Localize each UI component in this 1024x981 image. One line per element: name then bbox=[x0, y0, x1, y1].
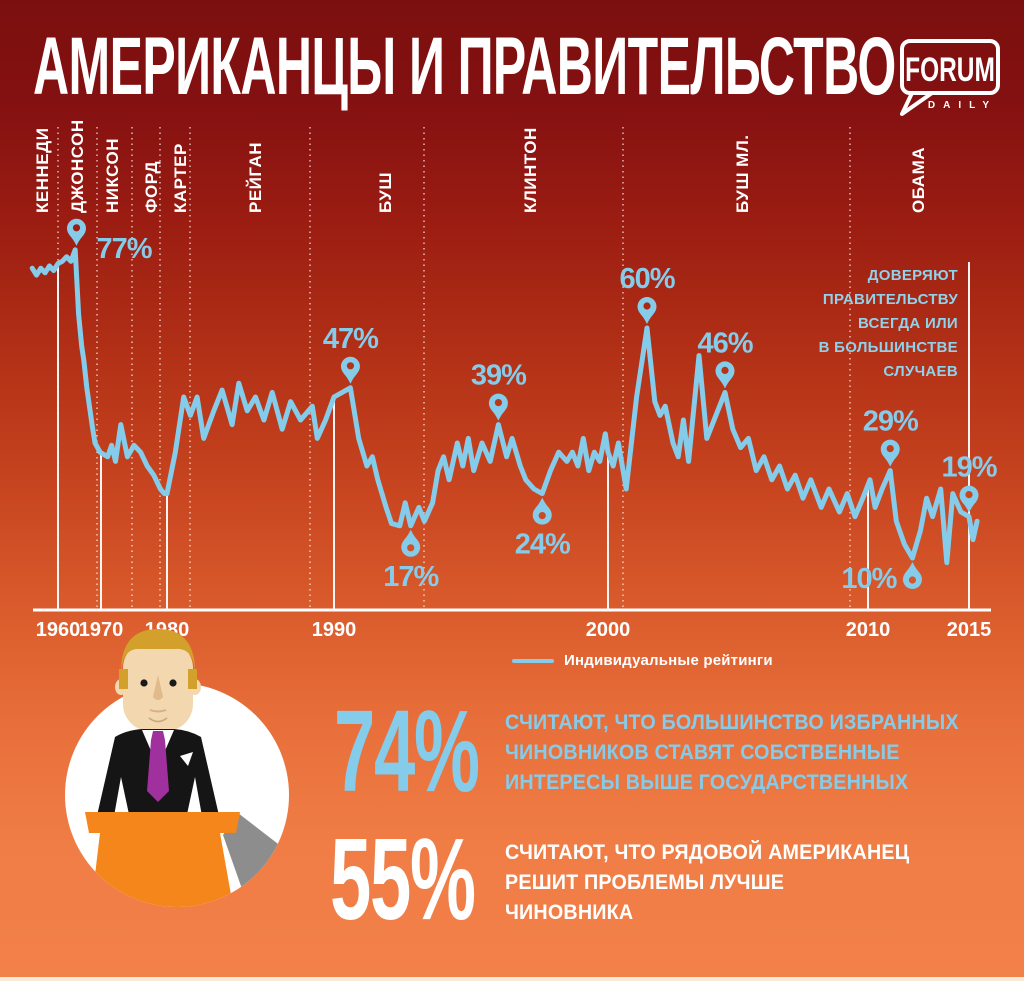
axis-label-1990: 1990 bbox=[312, 619, 357, 641]
callout-label-29%: 29% bbox=[863, 406, 919, 438]
president-label-3: НИКСОН bbox=[103, 138, 122, 213]
legend-label: Индивидуальные рейтинги bbox=[564, 652, 773, 669]
logo-text-forum: FORUM bbox=[905, 51, 995, 89]
nose bbox=[153, 675, 163, 700]
trust-definition-note: ДОВЕРЯЮТ ПРАВИТЕЛЬСТВУ ВСЕГДА ИЛИ В БОЛЬ… bbox=[818, 267, 958, 380]
president-label-9: БУШ МЛ. bbox=[733, 135, 752, 214]
callout-pin-hole-29% bbox=[886, 445, 894, 453]
callout-pin-hole-19% bbox=[965, 491, 973, 499]
stat-74-text: СЧИТАЮТ, ЧТО БОЛЬШИНСТВО ИЗБРАННЫХ ЧИНОВ… bbox=[505, 711, 959, 794]
axis-label-2010: 2010 bbox=[846, 619, 891, 641]
logo-bubble bbox=[900, 39, 1000, 95]
callout-pin-47% bbox=[340, 356, 360, 384]
axis-label-2015: 2015 bbox=[947, 619, 992, 641]
callout-pin-hole-60% bbox=[643, 302, 651, 310]
tie bbox=[147, 740, 169, 802]
line-swatch-icon bbox=[512, 658, 554, 663]
trend-line bbox=[29, 247, 980, 566]
pocket-square bbox=[180, 752, 193, 766]
callout-label-17%: 17% bbox=[383, 561, 439, 593]
president-label-4: ФОРД bbox=[142, 161, 161, 213]
podium-top bbox=[85, 812, 240, 833]
podium-body bbox=[90, 833, 235, 907]
axis-label-2000: 2000 bbox=[586, 619, 631, 641]
president-label-2: ДЖОНСОН bbox=[68, 119, 87, 213]
callout-pin-19% bbox=[959, 485, 979, 513]
callout-label-39%: 39% bbox=[471, 360, 527, 392]
callout-pin-hole-24% bbox=[538, 511, 546, 520]
president-label-8: КЛИНТОН bbox=[521, 127, 540, 213]
callout-label-46%: 46% bbox=[697, 327, 753, 359]
president-label-6: РЕЙГАН bbox=[246, 142, 265, 213]
axis-label-1960: 1960 bbox=[36, 619, 81, 641]
callout-pin-17% bbox=[401, 529, 421, 557]
callout-pin-hole-47% bbox=[346, 362, 355, 370]
callout-pin-hole-46% bbox=[721, 366, 729, 374]
forum-daily-logo: FORUM DAILY bbox=[900, 39, 1000, 116]
axis-label-1970: 1970 bbox=[79, 619, 124, 641]
callout-label-19%: 19% bbox=[941, 452, 997, 484]
callout-label-47%: 47% bbox=[323, 323, 379, 355]
callout-label-24%: 24% bbox=[515, 529, 571, 561]
stat-55-text: СЧИТАЮТ, ЧТО РЯДОВОЙ АМЕРИКАНЕЦ РЕШИТ ПР… bbox=[505, 841, 910, 924]
stat-74-value: 74% bbox=[334, 686, 480, 816]
page-title: АМЕРИКАНЦЫ И ПРАВИТЕЛЬСТВО bbox=[33, 21, 896, 112]
callout-pin-39% bbox=[488, 393, 508, 421]
callout-pin-77% bbox=[66, 218, 86, 246]
callout-pin-60% bbox=[637, 297, 657, 324]
tie bbox=[151, 731, 165, 740]
speaker-illustration bbox=[65, 629, 289, 907]
president-label-7: БУШ bbox=[376, 172, 395, 213]
president-label-10: ОБАМА bbox=[909, 147, 928, 213]
callout-label-10%: 10% bbox=[841, 563, 897, 595]
president-label-5: КАРТЕР bbox=[171, 143, 190, 213]
president-label-1: КЕННЕДИ bbox=[33, 128, 52, 213]
stat-55-value: 55% bbox=[330, 814, 476, 944]
callout-pin-10% bbox=[902, 562, 922, 589]
callout-pin-24% bbox=[532, 497, 552, 525]
hair bbox=[120, 629, 196, 677]
image-bottom-border bbox=[0, 977, 1024, 981]
chart-legend: Индивидуальные рейтинги bbox=[512, 652, 773, 669]
logo-text-daily: DAILY bbox=[928, 100, 997, 111]
callout-pin-46% bbox=[715, 361, 735, 389]
callout-label-77%: 77% bbox=[96, 233, 152, 265]
logo-bubble-tail bbox=[900, 91, 934, 116]
callout-pin-29% bbox=[880, 439, 900, 467]
callout-pin-hole-39% bbox=[494, 399, 502, 407]
callout-pin-hole-17% bbox=[407, 544, 415, 552]
callout-label-60%: 60% bbox=[619, 263, 675, 295]
callout-pin-hole-77% bbox=[72, 224, 81, 232]
callout-pin-hole-10% bbox=[908, 576, 917, 584]
